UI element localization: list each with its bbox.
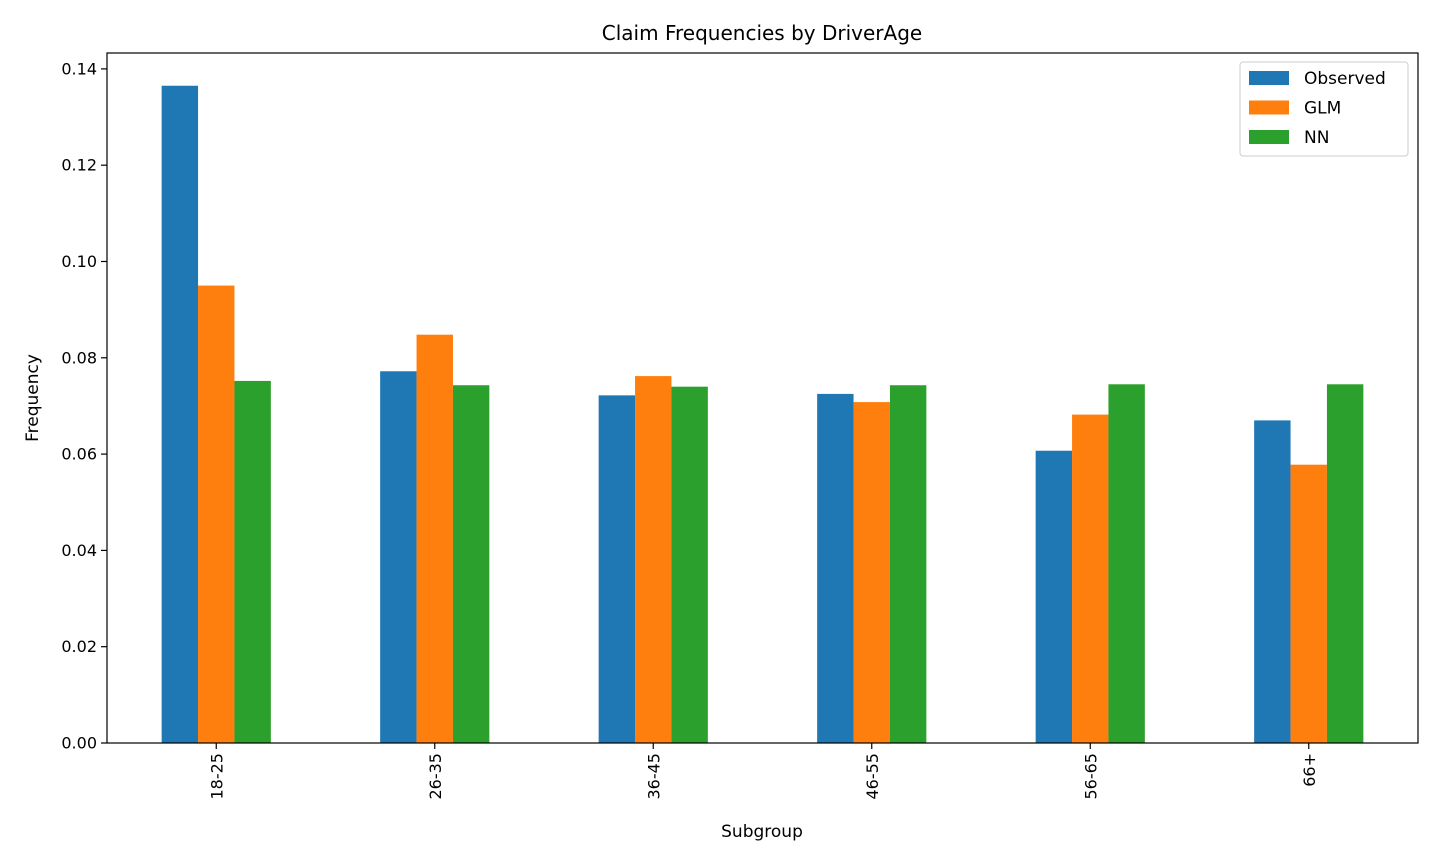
bar-glm-26-35 [416, 334, 453, 743]
legend: Observed GLM NN [1239, 61, 1409, 157]
y-axis-label: Frequency [23, 354, 43, 442]
bar-glm-56-65 [1072, 414, 1109, 743]
bar-glm-36-45 [635, 376, 672, 743]
bar-nn-56-65 [1108, 384, 1145, 743]
x-tick-label: 46-55 [863, 753, 882, 800]
bar-glm-66+ [1290, 464, 1327, 743]
x-tick-label: 66+ [1300, 753, 1319, 787]
y-tick-label: 0.14 [61, 59, 97, 78]
x-axis: 18-25 26-35 36-45 46-55 56-65 66+ [207, 743, 1319, 800]
bar-nn-66+ [1326, 384, 1364, 743]
legend-label-nn: NN [1304, 128, 1329, 148]
bar-observed-26-35 [380, 371, 417, 743]
y-tick-label: 0.10 [61, 252, 97, 271]
y-tick-label: 0.06 [61, 445, 97, 464]
bar-nn-26-35 [452, 385, 490, 743]
y-tick-label: 0.12 [61, 156, 97, 175]
bar-observed-36-45 [598, 395, 636, 743]
bars-layer [161, 85, 1364, 744]
chart-title: Claim Frequencies by DriverAge [602, 21, 922, 45]
plot-frame [106, 52, 1419, 744]
y-tick-label: 0.04 [61, 541, 97, 560]
bar-observed-56-65 [1035, 450, 1073, 743]
y-tick-label: 0.02 [61, 637, 97, 656]
y-tick-label: 0.08 [61, 348, 97, 367]
legend-label-observed: Observed [1304, 69, 1386, 89]
y-axis: 0.00 0.02 0.04 0.06 0.08 0.10 0.12 0.14 [61, 59, 107, 753]
bar-glm-18-25 [198, 285, 235, 743]
x-tick-label: 18-25 [207, 753, 226, 800]
bar-observed-18-25 [161, 85, 199, 744]
x-tick-label: 36-45 [644, 753, 663, 800]
bar-observed-46-55 [817, 393, 854, 743]
x-tick-label: 26-35 [426, 753, 445, 800]
bar-nn-18-25 [234, 380, 271, 743]
legend-label-glm: GLM [1304, 99, 1341, 119]
x-tick-label: 56-65 [1081, 753, 1100, 800]
legend-swatch-observed [1249, 71, 1289, 85]
legend-swatch-glm [1249, 100, 1289, 115]
x-axis-label: Subgroup [721, 822, 803, 842]
bar-glm-46-55 [853, 402, 890, 743]
bar-nn-46-55 [889, 385, 927, 743]
bar-nn-36-45 [671, 386, 708, 743]
bar-observed-66+ [1254, 420, 1291, 743]
legend-swatch-nn [1249, 130, 1289, 144]
y-tick-label: 0.00 [61, 734, 97, 753]
